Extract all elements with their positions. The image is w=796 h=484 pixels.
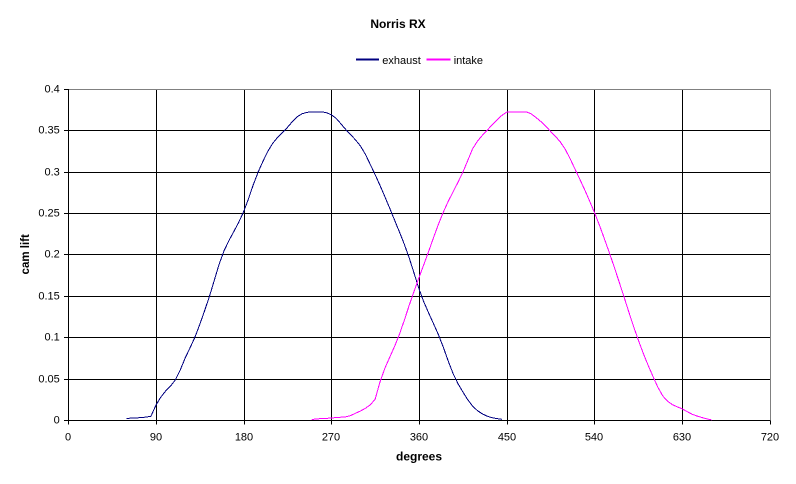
- svg-text:450: 450: [498, 431, 516, 443]
- svg-text:630: 630: [673, 431, 691, 443]
- svg-text:180: 180: [235, 431, 253, 443]
- svg-text:intake: intake: [454, 55, 483, 67]
- svg-text:270: 270: [322, 431, 340, 443]
- svg-text:360: 360: [410, 431, 428, 443]
- svg-text:cam lift: cam lift: [20, 234, 32, 274]
- svg-text:0.2: 0.2: [45, 249, 60, 261]
- svg-text:0.1: 0.1: [45, 332, 60, 344]
- svg-text:540: 540: [585, 431, 603, 443]
- svg-text:0.15: 0.15: [38, 291, 59, 303]
- svg-text:90: 90: [150, 431, 162, 443]
- svg-text:0.3: 0.3: [45, 167, 60, 179]
- svg-text:0.4: 0.4: [45, 84, 60, 96]
- svg-text:0.35: 0.35: [38, 125, 59, 137]
- svg-text:0.05: 0.05: [38, 374, 59, 386]
- svg-text:0: 0: [65, 431, 71, 443]
- svg-text:0.25: 0.25: [38, 208, 59, 220]
- svg-text:0: 0: [54, 415, 60, 427]
- svg-text:720: 720: [761, 431, 779, 443]
- svg-text:degrees: degrees: [396, 450, 442, 464]
- svg-text:Norris RX: Norris RX: [370, 17, 425, 31]
- svg-text:exhaust: exhaust: [382, 55, 421, 67]
